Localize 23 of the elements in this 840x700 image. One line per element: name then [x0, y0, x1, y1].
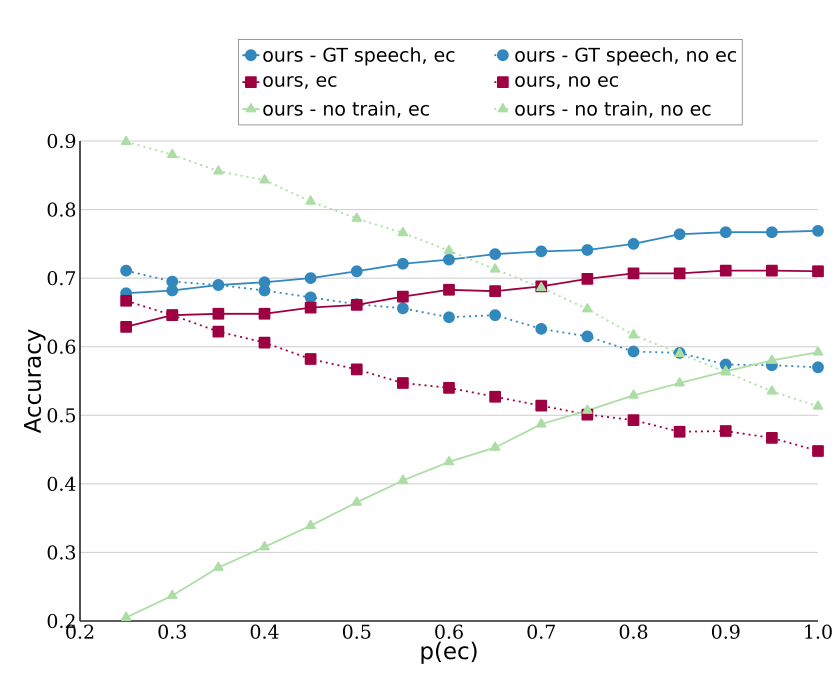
x-tick-label: 0.8 [620, 624, 648, 639]
y-tick-label: 0.8 [48, 202, 76, 217]
legend-label: ours - GT speech, ec [263, 47, 454, 66]
legend-label: ours - no train, ec [263, 101, 429, 118]
y-axis-title: Accuracy [24, 329, 46, 434]
x-tick-label: 0.6 [435, 624, 463, 639]
legend-label: ours - GT speech, no ec [515, 47, 736, 66]
legend-label: ours, ec [263, 76, 336, 89]
y-tick-label: 0.5 [48, 408, 76, 422]
legend-label: ours - no train, no ec [515, 101, 711, 118]
y-tick-label: 0.3 [48, 545, 76, 560]
x-tick-label: 1.0 [805, 624, 832, 639]
x-tick-label: 0.9 [712, 624, 740, 639]
x-tick-label: 0.4 [250, 624, 279, 639]
x-tick-label: 0.5 [342, 624, 370, 639]
legend-label: ours, no ec [515, 76, 618, 89]
y-tick-label: 0.4 [48, 476, 76, 492]
y-tick-label: 0.7 [48, 270, 76, 286]
x-tick-label: 0.7 [527, 624, 555, 639]
y-tick-label: 0.9 [48, 134, 76, 148]
x-axis-title: p(ec) [422, 642, 477, 664]
y-tick-label: 0.6 [48, 340, 76, 354]
x-tick-label: 0.3 [158, 624, 186, 639]
